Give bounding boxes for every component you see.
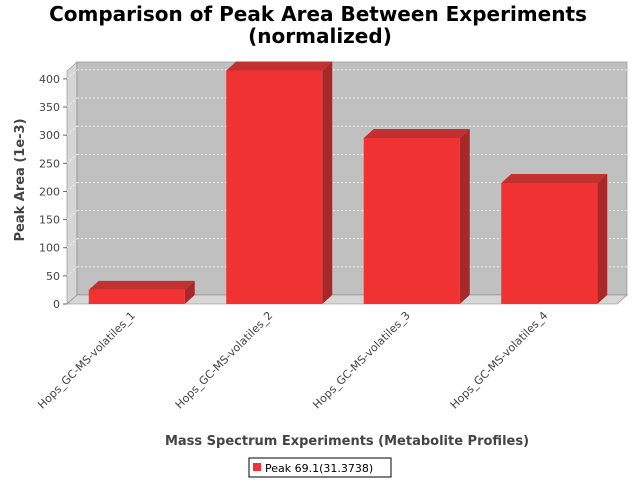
legend-swatch — [253, 463, 261, 471]
y-tick-label: 300 — [39, 129, 60, 142]
y-tick-label: 150 — [39, 214, 60, 227]
plot-side-wall — [66, 61, 78, 305]
bar-top — [226, 61, 333, 71]
y-tick-label: 100 — [39, 242, 60, 255]
bar-top — [363, 128, 470, 138]
legend-box — [248, 457, 392, 478]
y-tick-label: 350 — [39, 101, 60, 114]
y-tick-label: 250 — [39, 157, 60, 170]
x-tick-label: Hops_GC-MS-volatiles_1 — [35, 309, 138, 412]
legend: Peak 69.1(31.3738) — [248, 457, 392, 478]
bar — [363, 128, 470, 304]
bar-top — [501, 174, 608, 183]
y-axis-label: Peak Area (1e-3) — [13, 118, 28, 241]
x-axis-ticks: Hops_GC-MS-volatiles_1 Hops_GC-MS-volatil… — [35, 309, 550, 412]
y-tick-label: 50 — [46, 270, 60, 283]
bar-side — [597, 174, 608, 304]
bar-side — [184, 280, 195, 304]
x-axis-label: Mass Spectrum Experiments (Metabolite Pr… — [165, 434, 529, 449]
bar — [226, 61, 333, 304]
y-axis-ticks: 0 50 100 150 200 250 300 350 400 — [39, 73, 67, 311]
bar-front — [501, 183, 598, 304]
chart-title-line2: (normalized) — [248, 24, 392, 48]
y-tick-label: 400 — [39, 73, 60, 86]
bar-side — [322, 61, 333, 304]
bar-front — [88, 289, 185, 304]
y-tick-label: 0 — [53, 298, 60, 311]
y-tick-label: 200 — [39, 185, 60, 198]
bar — [88, 280, 195, 304]
chart-title-line1: Comparison of Peak Area Between Experime… — [49, 2, 587, 26]
x-tick-label: Hops_GC-MS-volatiles_2 — [173, 309, 276, 412]
x-tick-label: Hops_GC-MS-volatiles_4 — [448, 309, 551, 412]
bar-front — [226, 70, 323, 304]
bars — [88, 61, 608, 304]
bar-top — [88, 280, 195, 290]
bar-front — [363, 137, 460, 304]
legend-label: Peak 69.1(31.3738) — [265, 462, 373, 475]
x-tick-label: Hops_GC-MS-volatiles_3 — [310, 309, 413, 412]
bar — [501, 174, 608, 304]
bar-side — [459, 128, 470, 304]
